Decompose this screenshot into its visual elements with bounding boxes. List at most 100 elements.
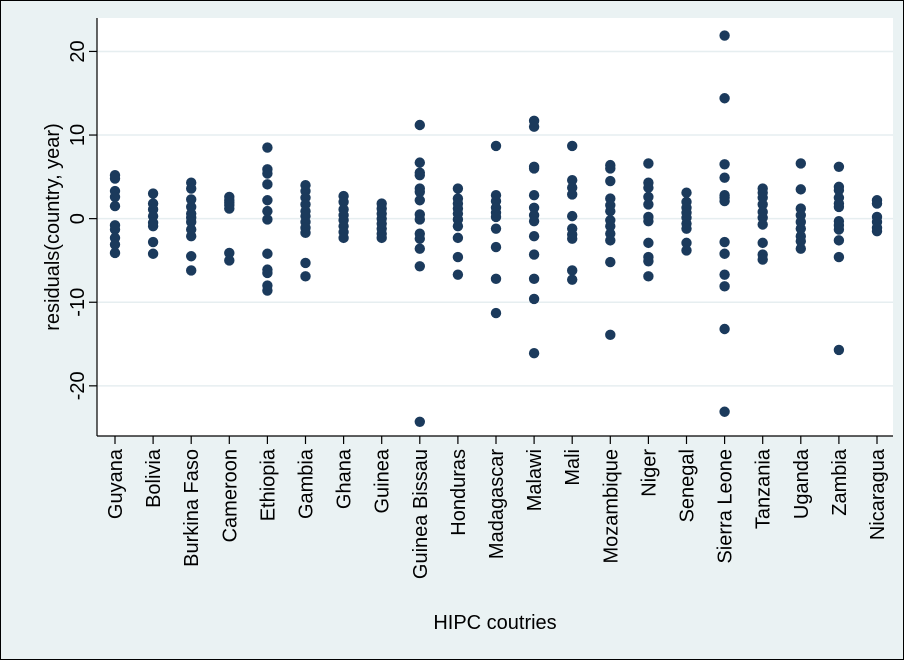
- data-point: [567, 233, 578, 244]
- data-point: [262, 168, 273, 179]
- data-point: [833, 185, 845, 196]
- data-point: [186, 251, 197, 262]
- data-point: [757, 237, 768, 249]
- data-point: [567, 174, 578, 186]
- data-point: [452, 220, 464, 232]
- data-point: [643, 158, 654, 169]
- x-tick-label: Tanzania: [753, 448, 775, 529]
- data-point: [186, 216, 197, 228]
- x-tick-label: Guinea: [372, 448, 394, 513]
- data-point: [224, 203, 235, 214]
- data-point: [414, 261, 425, 272]
- data-point: [186, 265, 197, 276]
- data-point: [338, 196, 349, 208]
- data-point: [681, 245, 692, 256]
- x-ticks: Guyana Bolivia Burkina Faso Cameroon Ethiopi…: [105, 436, 889, 579]
- data-point: [719, 281, 730, 292]
- data-point: [833, 235, 845, 246]
- data-point: [719, 93, 730, 104]
- data-point: [109, 247, 121, 259]
- data-point: [681, 223, 692, 234]
- data-point: [795, 223, 806, 234]
- data-point: [147, 188, 159, 199]
- data-point: [719, 236, 730, 248]
- data-point: [414, 214, 425, 225]
- data-point: [414, 186, 425, 198]
- data-point: [452, 232, 464, 244]
- data-point: [414, 119, 425, 131]
- data-point: [147, 248, 159, 259]
- data-point: [109, 239, 121, 250]
- data-point: [643, 215, 654, 227]
- x-tick-label: Ghana: [334, 448, 356, 509]
- data-point: [833, 251, 845, 263]
- y-tick-label: 0: [67, 213, 89, 224]
- data-point: [414, 416, 425, 427]
- data-point: [567, 210, 578, 222]
- data-point: [643, 237, 654, 249]
- data-point: [376, 232, 387, 244]
- x-tick-label: Bolivia: [143, 448, 165, 508]
- x-tick-label: Madagascar: [486, 449, 508, 559]
- data-point: [414, 157, 425, 168]
- data-point: [414, 195, 425, 206]
- data-point: [300, 271, 311, 282]
- data-point: [643, 182, 654, 193]
- data-point: [490, 273, 502, 285]
- x-tick-label: Guinea Bissau: [410, 449, 432, 579]
- data-point: [719, 159, 730, 170]
- x-tick-label: Mali: [562, 449, 584, 486]
- data-point: [757, 254, 768, 265]
- data-point: [719, 172, 730, 183]
- data-point: [528, 249, 540, 260]
- data-point: [605, 175, 616, 187]
- data-point: [224, 247, 235, 259]
- data-point: [262, 267, 273, 279]
- data-point: [605, 235, 616, 246]
- data-point: [605, 220, 616, 232]
- data-point: [224, 255, 235, 266]
- x-tick-label: Zambia: [829, 448, 851, 516]
- data-point: [833, 161, 845, 173]
- y-tick-label: 10: [67, 124, 89, 146]
- data-point: [795, 236, 806, 247]
- data-point: [262, 195, 273, 206]
- x-tick-label: Guyana: [105, 448, 127, 519]
- data-point: [300, 257, 311, 269]
- data-point: [262, 179, 273, 190]
- y-axis-title: residuals(country, year): [42, 123, 64, 330]
- data-point: [186, 230, 197, 242]
- x-tick-label: Cameroon: [219, 449, 241, 542]
- y-tick-label: -20: [67, 371, 89, 400]
- data-point: [681, 237, 692, 249]
- data-point: [528, 215, 540, 227]
- data-point: [262, 205, 273, 217]
- x-tick-label: Nicaragua: [867, 448, 889, 540]
- data-point: [414, 233, 425, 244]
- data-point: [109, 224, 121, 235]
- data-point: [757, 199, 768, 210]
- data-point: [452, 183, 464, 194]
- data-point: [681, 187, 692, 198]
- data-point: [719, 323, 730, 335]
- x-tick-label: Sierra Leone: [715, 449, 737, 564]
- x-tick-label: Senegal: [677, 449, 699, 522]
- x-tick-label: Ethiopia: [257, 448, 279, 521]
- data-point: [719, 248, 730, 259]
- data-point: [528, 121, 540, 132]
- x-tick-label: Burkina Faso: [181, 449, 203, 567]
- data-point: [833, 344, 845, 356]
- data-point: [452, 269, 464, 280]
- data-point: [186, 194, 197, 205]
- data-point: [528, 348, 540, 359]
- x-tick-label: Mozambique: [600, 449, 622, 564]
- data-point: [528, 202, 540, 213]
- x-axis-title: HIPC coutries: [433, 612, 556, 634]
- data-point: [795, 158, 806, 169]
- data-point: [414, 243, 425, 254]
- data-point: [833, 224, 845, 235]
- data-point: [757, 219, 768, 230]
- data-point: [490, 307, 502, 319]
- data-point: [262, 142, 273, 153]
